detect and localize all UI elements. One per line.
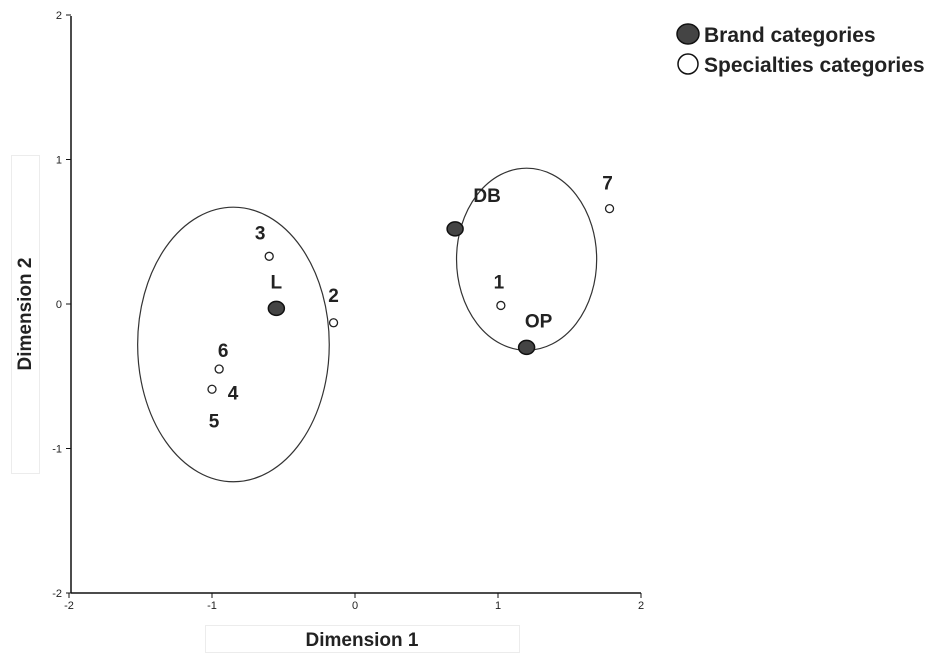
specialty-point-3: [264, 251, 274, 261]
specialty-point-1: [496, 300, 506, 311]
specialty-point-4: [207, 384, 217, 394]
data-points: [207, 203, 615, 394]
point-label-1: 1: [494, 272, 505, 293]
brand-point-l: [267, 300, 286, 317]
point-label-4: 4: [228, 383, 239, 404]
cluster-ellipse: [137, 206, 330, 483]
x-tick-label: -1: [207, 600, 217, 612]
point-label-l: L: [271, 272, 283, 293]
legend-marker-specialties: [677, 53, 699, 75]
point-label-op: OP: [525, 311, 553, 332]
specialty-point-2: [328, 318, 339, 328]
ticks: -2 -1 0 1 2 -2 -1 0 1 2: [52, 10, 644, 612]
specialty-point-6: [214, 364, 224, 374]
point-label-7: 7: [602, 174, 613, 195]
point-label-db: DB: [473, 186, 500, 207]
y-tick-label: -1: [52, 444, 62, 456]
y-tick-label: 2: [56, 10, 62, 22]
brand-point-op: [517, 339, 536, 356]
y-tick-label: -2: [52, 588, 62, 600]
point-labels: DB L OP 1 2 3 45 6 7: [209, 174, 613, 433]
ylabel-box: [11, 155, 40, 474]
y-axis-label: Dimension 2: [15, 258, 36, 371]
specialty-point-7: [604, 203, 615, 214]
legend-label-specialties: Specialties categories: [704, 54, 925, 77]
axes: [70, 16, 641, 594]
legend-label-brand: Brand categories: [704, 24, 876, 47]
point-label-2: 2: [328, 286, 339, 307]
x-tick-label: 2: [638, 600, 644, 612]
legend-marker-brand: [676, 23, 700, 45]
point-label-6: 6: [218, 341, 229, 362]
y-tick-label: 0: [56, 299, 62, 311]
xlabel-box: [205, 625, 520, 653]
x-axis-label: Dimension 1: [306, 630, 419, 651]
x-tick-label: -2: [64, 600, 74, 612]
point-label-5: 5: [209, 411, 220, 432]
point-label-3: 3: [255, 223, 266, 244]
brand-point-db: [446, 221, 464, 237]
legend: Brand categories Specialties categories: [676, 23, 925, 77]
x-tick-label: 1: [495, 600, 501, 612]
x-tick-label: 0: [352, 600, 358, 612]
y-tick-label: 1: [56, 155, 62, 167]
